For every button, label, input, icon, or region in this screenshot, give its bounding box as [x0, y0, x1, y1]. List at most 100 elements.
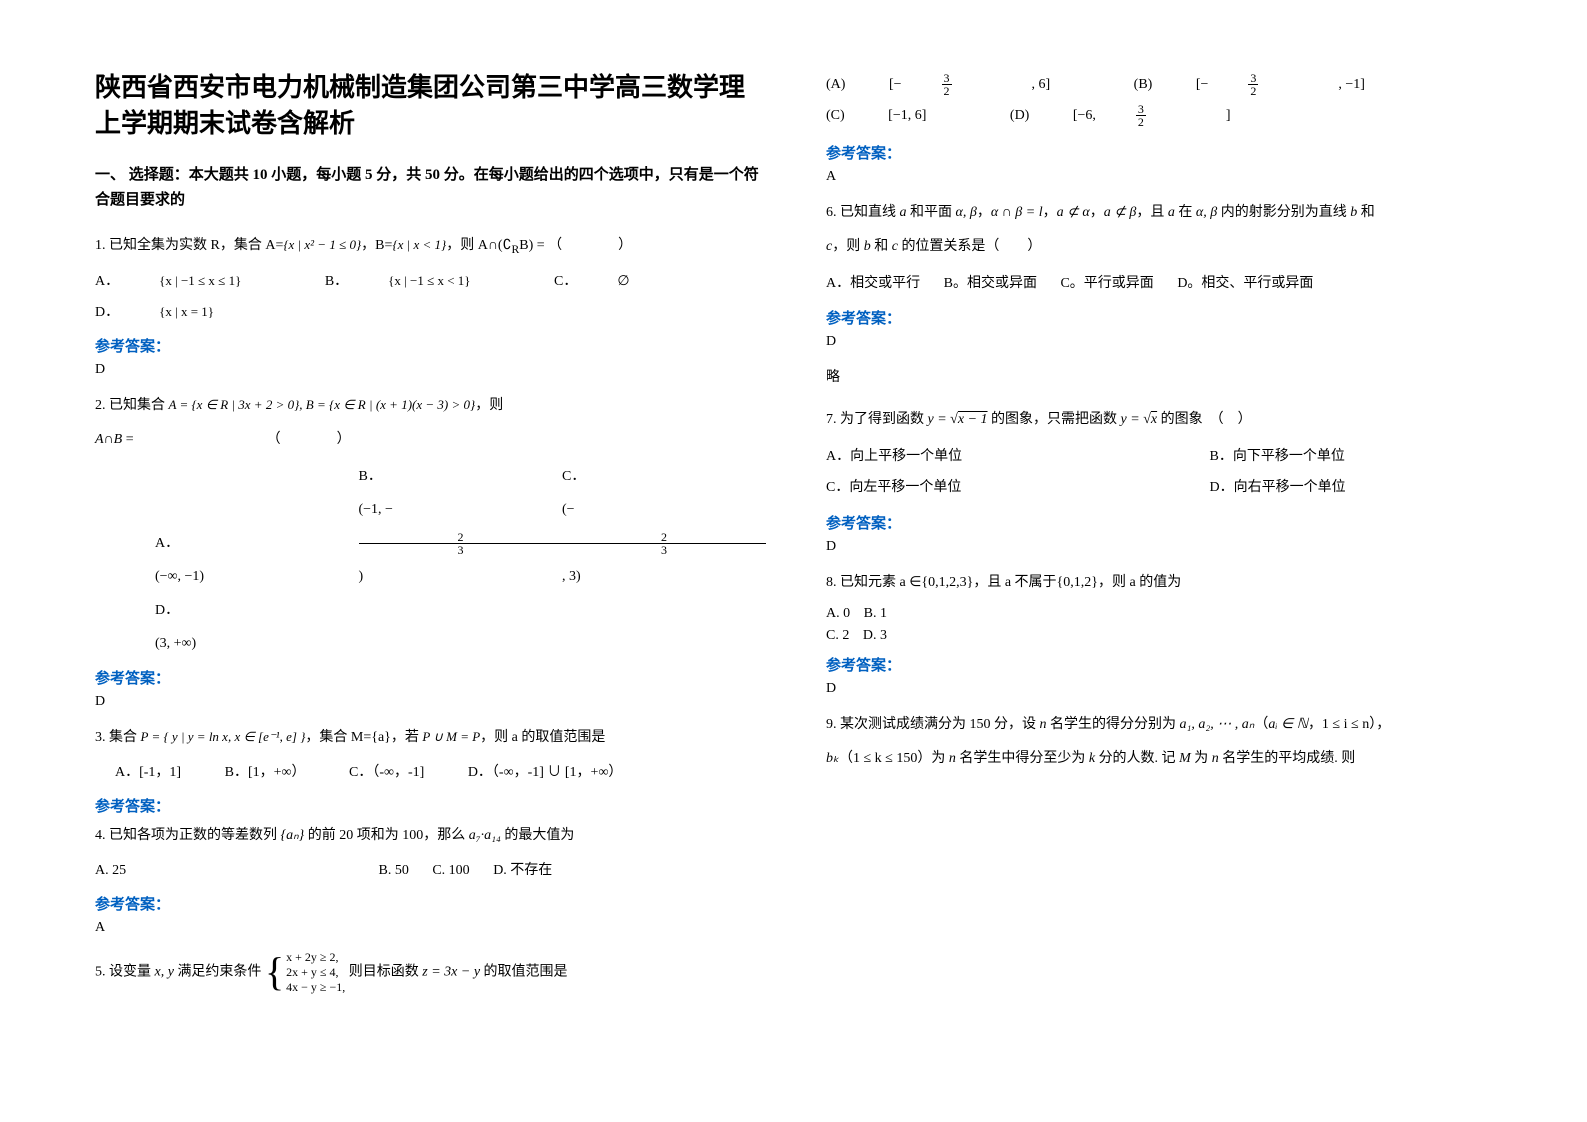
q4-stem-b: 的前 20 项和为 100，那么: [304, 828, 469, 843]
q5-answer-key: 参考答案：: [826, 142, 1497, 163]
q2-c-close: , 3): [562, 560, 762, 594]
q4-prod: a₇·a₁₄: [469, 828, 501, 843]
q1-stem-a: 1. 已知全集为实数 R，集合 A=: [95, 238, 283, 253]
q6-stem-f: ，且: [1136, 205, 1168, 220]
q1-a-lbl: A．: [95, 267, 119, 298]
q2-stem-b: ，则: [475, 398, 503, 413]
q5-c-lbl: (C): [826, 101, 845, 132]
q9-l2j: 名学生的平均成绩. 则: [1219, 751, 1356, 766]
q3-stem-c: ，则 a 的取值范围是: [480, 730, 605, 745]
q1-b-lbl: B．: [325, 267, 348, 298]
q5-b-open: [−: [1196, 70, 1209, 101]
q5-c1: x + 2y ≥ 2,: [286, 950, 345, 965]
q6-stem-g: 在: [1175, 205, 1196, 220]
q5-b-frac: 32: [1248, 72, 1298, 97]
q9-stem-line1: 9. 某次测试成绩满分为 150 分，设 n 名学生的得分分别为 a₁, a₂,…: [826, 711, 1497, 739]
q7-f2a: y =: [1121, 412, 1144, 427]
q2-a-lbl: A．: [155, 527, 355, 561]
q9-l2i: n: [1212, 751, 1219, 766]
q5-a-open: [−: [889, 70, 902, 101]
q7-answer: D: [826, 539, 1497, 555]
q4-a: A. 25: [95, 856, 335, 887]
q1-d-lbl: D．: [95, 298, 119, 329]
q1-answer-key: 参考答案：: [95, 335, 766, 356]
q6-stem-c: ，: [977, 205, 991, 220]
q5-system: x + 2y ≥ 2, 2x + y ≤ 4, 4x − y ≥ −1,: [286, 950, 345, 995]
q7-f1a: y =: [928, 412, 951, 427]
q5-a-lbl: (A): [826, 70, 845, 101]
q9-l2f: 分的人数. 记: [1095, 751, 1179, 766]
q7-options-row1: A．向上平移一个单位 B．向下平移一个单位: [826, 442, 1497, 473]
q4-stem-c: 的最大值为: [501, 828, 575, 843]
q9-stem-c: （: [1254, 717, 1268, 732]
q6-stem-e: ，: [1090, 205, 1104, 220]
q6-l2c: b: [864, 239, 871, 254]
q9-stem-b: 名学生的得分分别为: [1047, 717, 1180, 732]
q2-d-lbl: D．: [155, 594, 355, 628]
q6-b-opt: B。相交或异面: [944, 269, 1037, 300]
q5-stem-a: 5. 设变量: [95, 964, 155, 979]
q5-b-close: , −1]: [1338, 70, 1365, 101]
q3-cond: P ∪ M = P: [422, 729, 480, 744]
q8-options-row2: C. 2 D. 3: [826, 625, 1497, 647]
q5-a-close: , 6]: [1032, 70, 1051, 101]
q7-d: D．向右平移一个单位: [1210, 473, 1346, 504]
q6-options: A．相交或平行 B。相交或异面 C。平行或异面 D。相交、平行或异面: [826, 269, 1497, 300]
q1-b: {x | −1 ≤ x < 1}: [388, 267, 470, 296]
q7-stem-c: 的图象 （ ）: [1157, 412, 1252, 427]
doc-title: 陕西省西安市电力机械制造集团公司第三中学高三数学理上学期期末试卷含解析: [95, 70, 766, 143]
q8-b: B. 1: [864, 603, 887, 625]
q6-l2d: 和: [871, 239, 892, 254]
q2-answer: D: [95, 694, 766, 710]
q5-stem-b: 满足约束条件: [174, 964, 265, 979]
q9-as: a₁, a₂, ⋯ , aₙ: [1180, 717, 1255, 732]
q2-b-open: (−1, −: [359, 493, 559, 527]
q6-stem-line2: c，则 b 和 c 的位置关系是（ ）: [826, 233, 1497, 261]
q5-c: [−1, 6]: [888, 101, 926, 132]
section-1-heading: 一、 选择题：本大题共 10 小题，每小题 5 分，共 50 分。在每小题给出的…: [95, 163, 766, 214]
q2-c-open: (−: [562, 493, 762, 527]
q7-c: C．向左平移一个单位: [826, 473, 1166, 504]
q2-b-frac: 23: [359, 531, 559, 556]
q2-d: (3, +∞): [155, 627, 355, 661]
q1-a: {x | −1 ≤ x ≤ 1}: [159, 267, 241, 296]
q3-b: B．[1，+∞）: [225, 758, 306, 789]
q7-stem-b: 的图象，只需把函数: [988, 412, 1121, 427]
brace-icon: {: [265, 954, 284, 990]
q6-stem-i: 和: [1357, 205, 1375, 220]
q4-b: B. 50: [379, 856, 409, 887]
q8-c: C. 2: [826, 625, 849, 647]
q6-a-opt: A．相交或平行: [826, 269, 920, 300]
q9-stem-d: ，1 ≤ i ≤ n），: [1308, 717, 1390, 732]
q9-l2a: bₖ: [826, 751, 839, 766]
q6-ab: α, β: [956, 205, 977, 220]
q6-c2: a ⊄ α: [1057, 205, 1090, 220]
q7-options-row2: C．向左平移一个单位 D．向右平移一个单位: [826, 473, 1497, 504]
q5-z: z = 3x − y: [422, 964, 480, 979]
q9-stem-a: 9. 某次测试成绩满分为 150 分，设: [826, 717, 1040, 732]
q5-d-lbl: (D): [1010, 101, 1029, 132]
q5-d-close: ]: [1226, 101, 1231, 132]
q3-options: A．[-1，1] B．[1，+∞） C．（-∞，-1] D．（-∞，-1] ∪ …: [95, 758, 766, 789]
q9-l2c: n: [949, 751, 956, 766]
q4-d: D. 不存在: [493, 856, 552, 887]
q1-set-b: {x | x < 1}: [392, 237, 446, 252]
q5-options: (A) [−32, 6] (B) [−32, −1] (C) [−1, 6] (…: [826, 70, 1497, 132]
q2-sets: A = {x ∈ R | 3x + 2 > 0}, B = {x ∈ R | (…: [169, 397, 476, 412]
q1-stem-b: ，B=: [361, 238, 392, 253]
q8-d: D. 3: [863, 625, 887, 647]
q8-options-row1: A. 0 B. 1: [826, 603, 1497, 625]
q6-l2f: 的位置关系是（ ）: [898, 239, 1042, 254]
q1-stem-c: ，则 A∩(∁: [446, 238, 511, 253]
q5-b-lbl: (B): [1134, 70, 1153, 101]
q5-stem-c: 则目标函数: [345, 964, 422, 979]
q6-c5: α, β: [1196, 205, 1217, 220]
q6-c4: a: [1168, 205, 1175, 220]
q9-l2g: M: [1179, 751, 1191, 766]
q5-stem-d: 的取值范围是: [480, 964, 568, 979]
page-root: 陕西省西安市电力机械制造集团公司第三中学高三数学理上学期期末试卷含解析 一、 选…: [0, 0, 1587, 1122]
q4-seq: {aₙ}: [281, 828, 305, 843]
q7-answer-key: 参考答案：: [826, 512, 1497, 533]
q2-stem-line1: 2. 已知集合 A = {x ∈ R | 3x + 2 > 0}, B = {x…: [95, 392, 766, 420]
q2-stem-a: 2. 已知集合: [95, 398, 169, 413]
